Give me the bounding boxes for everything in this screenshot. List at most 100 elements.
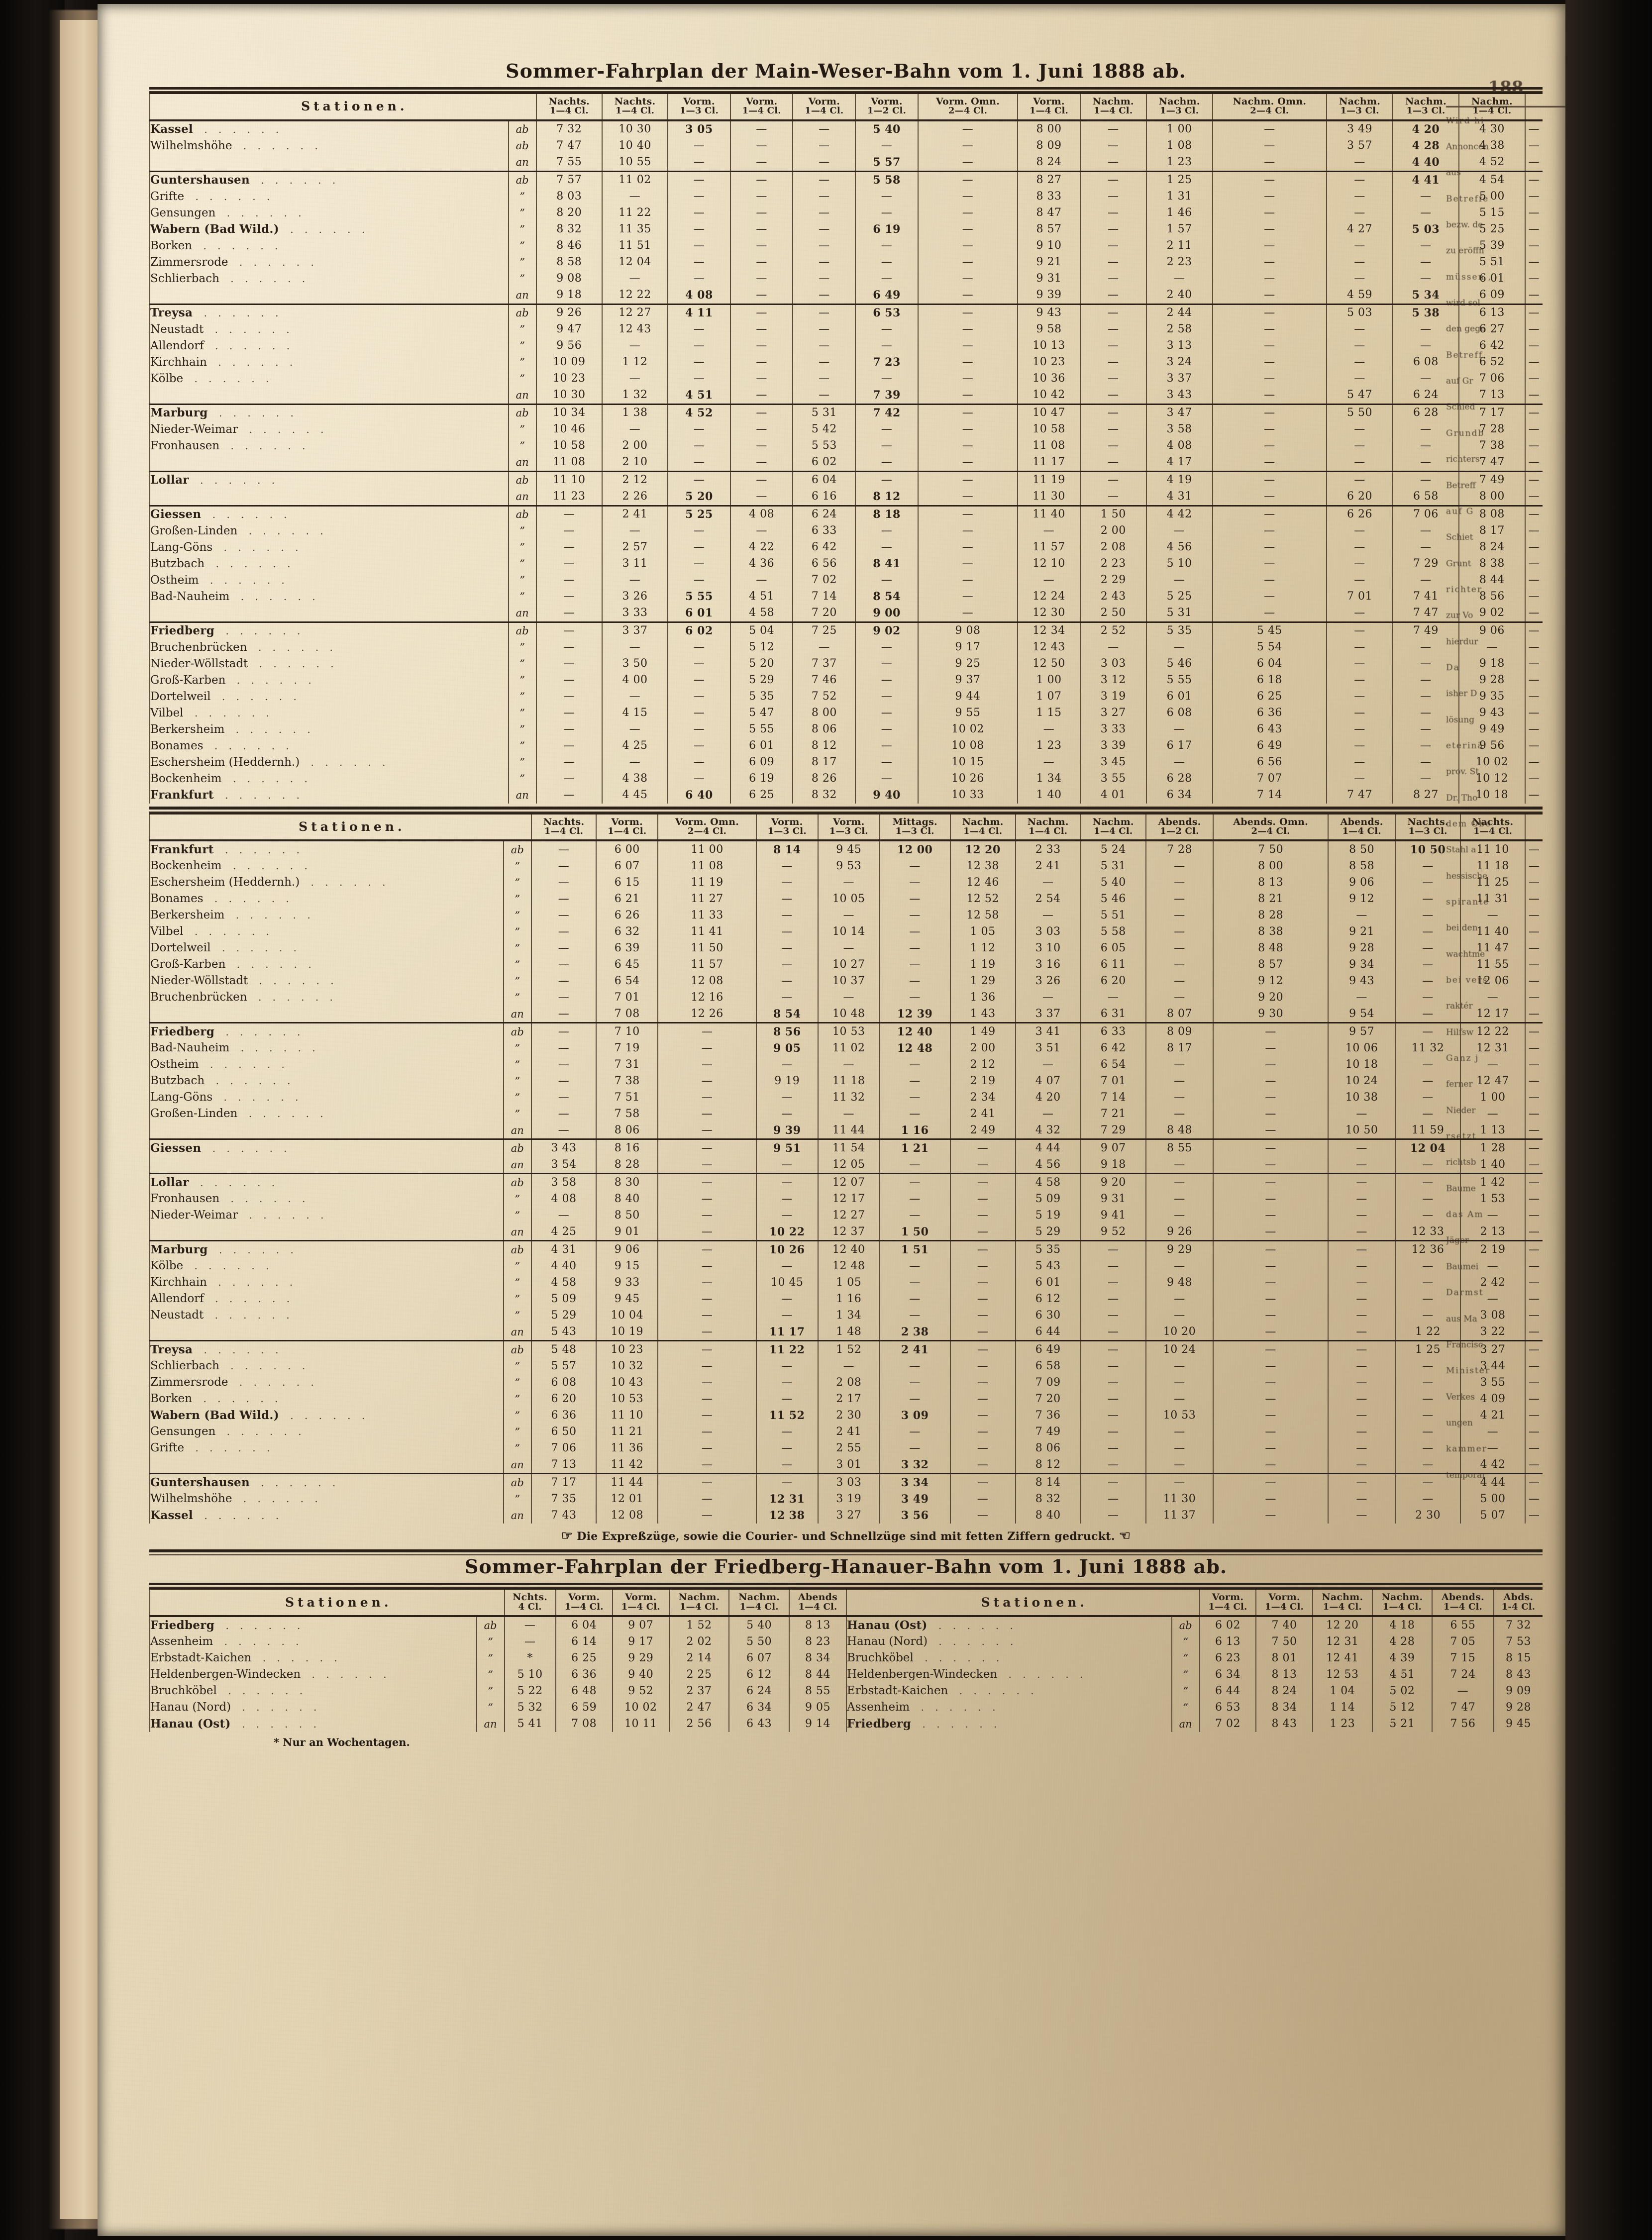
departure-time-cell: 6 58 [1392,488,1459,506]
no-service-cell: — [667,254,730,271]
departure-time-cell: 3 47 [1145,403,1213,421]
departure-time-cell: 10 22 [755,1223,818,1241]
column-class-label: 1—4 Cl. [1094,105,1133,116]
departure-time-cell: 3 05 [667,119,730,138]
no-service-cell: — [949,1491,1016,1508]
table-row: Hanau (Ost) . . . . . . an 5 41 7 08 10 11 2 … [149,1716,846,1732]
departure-time-cell: 1 43 [949,1006,1016,1023]
departure-time-cell: 7 02 [1199,1716,1256,1732]
no-service-cell: — [657,1507,756,1524]
departure-time-cell: 10 20 [1145,1324,1214,1341]
station-name-cell: Bruchköbel . . . . . . [149,1683,477,1700]
no-service-cell: — [729,488,793,506]
station-name: Kölbe [150,372,184,385]
table-row: Friedberg . . . . . . ab —3 37 6 02 5 04 7 25… [149,621,1543,639]
departure-time-cell: 7 47 [1392,605,1459,622]
no-service-cell: — [792,119,856,138]
departure-time-cell: 6 56 [792,555,856,572]
no-service-cell: — [755,1291,818,1308]
no-service-cell: — [1079,470,1146,489]
departure-time-cell: 5 02 [1371,1683,1432,1700]
departure-time-cell: 7 01 [1326,588,1393,605]
departure-time-cell: 4 17 [1145,454,1213,472]
no-service-cell: — [535,588,602,605]
table-row: Frankfurt . . . . . . ab —6 00 11 00 8 14 9 4… [149,839,1543,858]
no-service-cell: — [1326,254,1393,271]
departure-time-cell: 7 01 [1080,1073,1146,1090]
departure-time-cell: 9 30 [1213,1006,1328,1023]
departure-time-cell: 9 28 [1327,940,1396,957]
column-period-label: Nachm. [962,816,1004,827]
no-service-cell: — [1392,437,1459,454]
no-service-cell: — [1213,1456,1328,1474]
no-service-cell: — [657,1291,756,1308]
departure-time-cell: 1 07 [1017,688,1080,705]
departure-time-cell: 11 54 [817,1138,880,1157]
departure-time-cell: 7 09 [1015,1374,1081,1391]
departure-time-cell: 4 27 [1326,221,1393,238]
leader-dots: . . . . . . [223,1360,310,1372]
departure-time-cell: 2 47 [668,1699,729,1716]
no-service-cell: — [667,454,730,472]
table2-col-header-10: Abends. Omn. 2—4 Cl. [1213,813,1328,841]
departure-time-cell: 4 39 [1371,1650,1432,1667]
departure-time-cell: 4 08 [1145,437,1213,454]
arrival-departure-marker: ” [503,1191,531,1208]
departure-time-cell: 8 58 [1327,858,1396,875]
departure-time-cell: 9 28 [1493,1699,1543,1716]
departure-time-cell: 7 42 [855,403,918,421]
column-class-label: 1—4 Cl. [805,105,844,116]
departure-time-cell: 7 05 [1431,1633,1494,1650]
no-service-cell: — [1326,421,1393,438]
station-name-cell: Ostheim . . . . . . [149,1056,504,1073]
arrival-departure-marker: ab [1171,1616,1200,1634]
no-service-cell: — [1395,1258,1460,1275]
no-service-cell: — [1525,1040,1543,1057]
departure-time-cell: 6 54 [1080,1056,1146,1073]
departure-time-cell: 7 20 [1015,1391,1081,1408]
column-period-label: Vorm. [611,816,643,827]
no-service-cell: — [535,639,602,656]
departure-time-cell: 8 48 [1213,940,1328,957]
no-service-cell: — [1080,1274,1146,1291]
station-name-cell: Giessen . . . . . . [149,1138,504,1157]
leader-dots [150,456,154,468]
departure-time-cell: 3 45 [1079,754,1146,771]
arrival-departure-marker: ” [476,1699,505,1716]
no-service-cell: — [917,119,1018,138]
leader-dots: . . . . . . [917,1652,1004,1664]
no-service-cell: — [1327,989,1396,1006]
departure-time-cell: 7 55 [535,154,602,172]
no-service-cell: — [1392,470,1459,489]
departure-time-cell: 2 43 [1079,588,1146,605]
no-service-cell: — [1524,370,1543,387]
table-row: Frankfurt . . . . . . an —4 45 6 40 6 25 8 32… [149,787,1543,804]
arrival-departure-marker: ” [503,1207,531,1224]
no-service-cell: — [792,370,856,387]
station-name-cell: Borken . . . . . . [149,237,509,254]
departure-time-cell: 11 17 [755,1324,818,1341]
station-name: Nieder-Weimar [150,1209,238,1222]
departure-time-cell: 12 46 [949,874,1016,891]
departure-time-cell: 12 36 [1395,1240,1460,1258]
departure-time-cell: 4 45 [601,787,668,804]
departure-time-cell: 12 08 [596,1507,658,1524]
departure-time-cell: 9 43 [1327,973,1396,990]
departure-time-cell: 5 55 [729,721,793,738]
no-service-cell: — [1079,454,1146,472]
table-row: Wabern (Bad Wild.) . . . . . .” 8 32 11 35… [149,221,1543,238]
station-name: Allendorf [150,1292,204,1306]
no-service-cell: — [1079,337,1146,354]
no-service-cell: — [1017,522,1080,539]
arrival-departure-marker: ” [508,639,536,656]
leader-dots: . . . . . . [229,958,315,971]
departure-time-cell: 7 10 [596,1022,658,1040]
column-class-label: 1—3 Cl. [1408,826,1447,837]
departure-time-cell: 3 43 [530,1138,597,1157]
departure-time-cell: 1 52 [817,1340,880,1358]
departure-time-cell: 11 44 [817,1122,880,1139]
no-service-cell: — [1524,303,1543,321]
column-class-label: 1-4 Cl. [1501,1601,1536,1612]
station-name-cell: Kassel . . . . . . [149,1507,504,1524]
no-service-cell: — [1392,705,1459,721]
